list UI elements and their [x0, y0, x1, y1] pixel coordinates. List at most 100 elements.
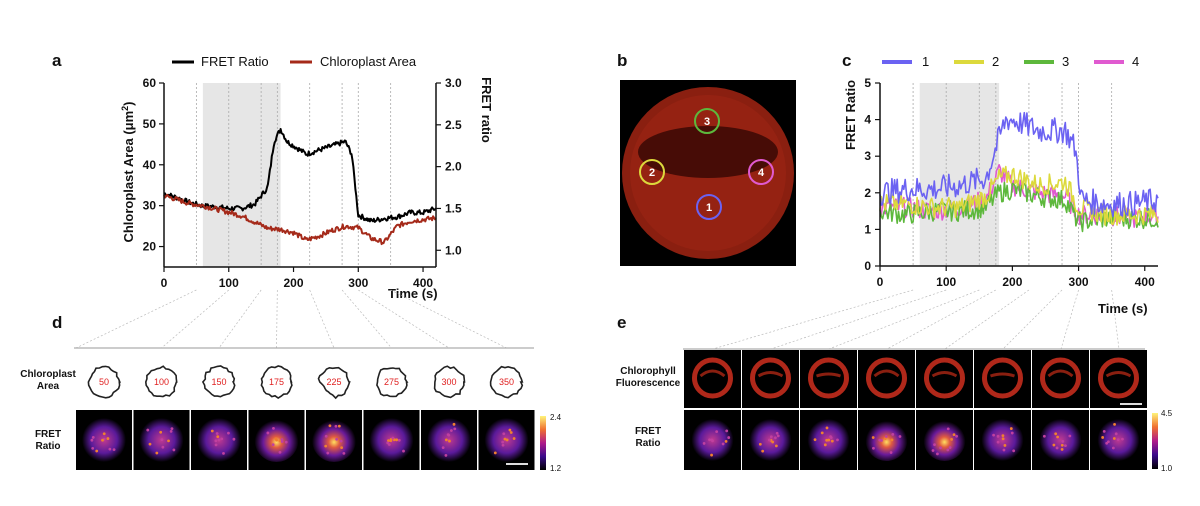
chlorophyll-band: [1105, 371, 1132, 378]
connector-line: [358, 289, 450, 349]
fret-speckle: [217, 438, 221, 442]
fret-speckle: [397, 438, 401, 442]
fret-speckle: [280, 438, 284, 441]
fret-speckle: [278, 439, 282, 443]
fret-speckle: [512, 437, 516, 440]
chlorophyll-ring: [1040, 357, 1081, 399]
connector-line: [770, 289, 947, 350]
roi-circle-4: [748, 159, 774, 185]
timepoint-label: 350: [499, 377, 514, 387]
timepoint-label: 50: [99, 377, 109, 387]
connector-line: [886, 289, 997, 350]
y-axis-left-label: Chloroplast Area (μm2): [120, 101, 136, 242]
fret-speckle: [278, 450, 282, 454]
y-tick-label: 2: [864, 186, 871, 200]
fret-speckle: [387, 439, 390, 443]
colorbar-max: 4.5: [1161, 409, 1173, 418]
fret-speckle: [823, 443, 827, 447]
fret-speckle: [1001, 437, 1005, 441]
fret-cell: [865, 419, 908, 461]
fret-speckle: [946, 448, 950, 452]
fret-speckle: [1068, 434, 1072, 438]
chlorophyll-band: [873, 369, 900, 378]
y-tick-label-left: 60: [143, 76, 157, 90]
x-axis-label: Time (s): [1098, 301, 1148, 316]
row-label-fret: FRET Ratio: [635, 426, 661, 449]
fret-speckle: [767, 438, 771, 442]
fret-speckle: [1052, 443, 1056, 447]
fret-speckle: [761, 449, 765, 453]
legend-label-area: Chloroplast Area: [320, 54, 417, 69]
fret-speckle: [1101, 436, 1105, 439]
fret-speckle: [1106, 440, 1110, 444]
fret-speckle: [340, 446, 344, 449]
colorbar: [540, 416, 546, 470]
fret-speckle: [453, 427, 457, 431]
event-lines: [195, 83, 392, 267]
fret-speckle: [820, 431, 824, 435]
roi-label-2: 2: [649, 167, 655, 179]
timepoint-label: 225: [326, 377, 341, 387]
fret-speckle: [1061, 440, 1065, 443]
fret-speckle: [758, 442, 762, 446]
fret-speckle: [1012, 449, 1016, 453]
y-tick-label-right: 2.5: [445, 118, 462, 132]
chlorophyll-ring: [982, 357, 1023, 399]
fret-speckle: [274, 437, 278, 441]
y-tick-label-right: 2.0: [445, 160, 462, 174]
chloroplast-outline: [201, 365, 236, 398]
fret-speckle: [441, 446, 445, 450]
fret-speckle: [402, 449, 405, 453]
connector-line: [828, 289, 980, 350]
x-ticks: 0 100 200 300 400: [877, 266, 1155, 289]
chlorophyll-band: [931, 371, 958, 378]
fret-cell: [1039, 419, 1082, 461]
fret-speckle: [210, 429, 214, 433]
x-tick-label: 400: [413, 276, 433, 290]
fret-speckle: [501, 443, 505, 447]
chlorophyll-band: [699, 369, 726, 378]
fret-speckle: [172, 448, 176, 452]
fret-speckle: [1114, 432, 1118, 436]
legend-label-4: 4: [1132, 54, 1139, 69]
fret-speckle: [996, 440, 1000, 444]
connector-line: [390, 289, 507, 349]
fret-speckle: [448, 439, 451, 443]
fret-speckle: [830, 439, 834, 443]
chlorophyll-image-row: [684, 350, 1147, 408]
fret-speckle: [222, 451, 225, 455]
fret-speckle: [1055, 446, 1059, 450]
fret-speckle: [159, 430, 163, 434]
fret-speckle: [112, 448, 116, 452]
fret-speckle: [342, 451, 346, 455]
chloroplast-outline: [489, 365, 524, 399]
fret-speckle: [324, 444, 328, 448]
fret-speckle: [774, 444, 778, 448]
panel-e-montage: Chlorophyll Fluorescence FRET Ratio 4.5 1.…: [616, 348, 1173, 473]
y-axis-label: FRET Ratio: [843, 80, 858, 150]
fret-cell: [312, 418, 356, 462]
fret-speckle: [992, 433, 996, 437]
panel-label-c: c: [842, 51, 851, 70]
colorbar-max: 2.4: [550, 413, 562, 422]
fret-speckle: [771, 440, 775, 444]
fret-speckle: [1003, 444, 1007, 447]
x-tick-label: 400: [1135, 275, 1155, 289]
y-tick-label-left: 50: [143, 117, 157, 131]
timepoint-label: 175: [269, 377, 284, 387]
fret-speckle: [950, 437, 953, 441]
fret-speckle: [889, 451, 893, 454]
roi-circle-3: [694, 108, 720, 134]
shaded-interval: [202, 83, 281, 267]
panel-label-b: b: [617, 51, 627, 70]
y-tick-label: 1: [864, 222, 871, 236]
fret-speckle: [776, 434, 780, 438]
chloroplast-outline: [317, 366, 351, 400]
fret-image-row: [684, 410, 1147, 470]
fret-speckle: [444, 438, 448, 442]
legend-label-3: 3: [1062, 54, 1069, 69]
fret-speckle: [1009, 427, 1013, 430]
fret-cell: [923, 419, 966, 461]
fret-speckle: [827, 438, 831, 442]
